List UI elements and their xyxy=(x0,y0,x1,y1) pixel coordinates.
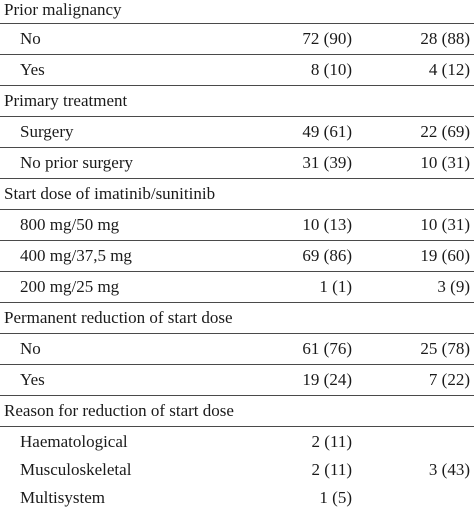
row-divider xyxy=(0,54,474,55)
row-label: Surgery xyxy=(20,122,74,141)
cell-group-1: 19 (24) xyxy=(302,370,352,389)
row-label: Multisystem xyxy=(20,488,106,507)
cell-group-1: 69 (86) xyxy=(302,246,352,265)
cell-group-1: 1 (5) xyxy=(319,488,352,507)
section-title: Primary treatment xyxy=(4,91,128,110)
section-title: Start dose of imatinib/sunitinib xyxy=(4,184,216,203)
section-divider xyxy=(0,85,474,86)
cell-group-1: 72 (90) xyxy=(302,29,352,48)
row-divider xyxy=(0,240,474,241)
row-label: Yes xyxy=(20,60,45,79)
cell-group-2: 19 (60) xyxy=(420,246,470,265)
row-label: Musculoskeletal xyxy=(20,460,132,479)
row-divider xyxy=(0,364,474,365)
cell-group-2: 3 (9) xyxy=(437,277,470,296)
table-row: Yes 19 (24) 7 (22) xyxy=(0,366,474,394)
table-row: Yes 8 (10) 4 (12) xyxy=(0,56,474,84)
row-label: Haematological xyxy=(20,432,128,451)
row-divider xyxy=(0,333,474,334)
row-label: No xyxy=(20,29,41,48)
table-row: No 61 (76) 25 (78) xyxy=(0,335,474,363)
cell-group-2: 28 (88) xyxy=(420,29,470,48)
row-divider xyxy=(0,23,474,24)
cell-group-1: 31 (39) xyxy=(302,153,352,172)
row-label: Yes xyxy=(20,370,45,389)
row-label: 400 mg/37,5 mg xyxy=(20,246,132,265)
table-row: Multisystem 1 (5) xyxy=(0,484,474,512)
section-title: Permanent reduction of start dose xyxy=(4,308,233,327)
cell-group-1: 8 (10) xyxy=(310,60,352,79)
row-divider xyxy=(0,116,474,117)
row-divider xyxy=(0,147,474,148)
table-row: Musculoskeletal 2 (11) 3 (43) xyxy=(0,456,474,484)
row-label: 800 mg/50 mg xyxy=(20,215,120,234)
table-row: Surgery 49 (61) 22 (69) xyxy=(0,118,474,146)
table-row: No 72 (90) 28 (88) xyxy=(0,25,474,53)
section-title: Reason for reduction of start dose xyxy=(4,401,234,420)
section-divider xyxy=(0,302,474,303)
row-divider xyxy=(0,209,474,210)
table-row: No prior surgery 31 (39) 10 (31) xyxy=(0,149,474,177)
section-divider xyxy=(0,178,474,179)
cell-group-2: 7 (22) xyxy=(428,370,470,389)
table-row: 200 mg/25 mg 1 (1) 3 (9) xyxy=(0,273,474,301)
cell-group-2: 22 (69) xyxy=(420,122,470,141)
table-row: 400 mg/37,5 mg 69 (86) 19 (60) xyxy=(0,242,474,270)
section-header-primary-treatment: Primary treatment xyxy=(0,87,474,115)
cell-group-1: 2 (11) xyxy=(311,460,352,479)
cell-group-1: 49 (61) xyxy=(302,122,352,141)
section-header-reduction-reason: Reason for reduction of start dose xyxy=(0,397,474,425)
cell-group-2: 25 (78) xyxy=(420,339,470,358)
table-row: Haematological 2 (11) xyxy=(0,428,474,456)
cell-group-1: 2 (11) xyxy=(311,432,352,451)
section-divider xyxy=(0,395,474,396)
cell-group-2: 3 (43) xyxy=(428,460,470,479)
row-label: No prior surgery xyxy=(20,153,133,172)
section-header-permanent-reduction: Permanent reduction of start dose xyxy=(0,304,474,332)
cell-group-2: 10 (31) xyxy=(420,215,470,234)
row-label: 200 mg/25 mg xyxy=(20,277,120,296)
section-title: Prior malignancy xyxy=(4,0,122,19)
cell-group-2: 10 (31) xyxy=(420,153,470,172)
cell-group-1: 1 (1) xyxy=(319,277,352,296)
cell-group-2: 4 (12) xyxy=(428,60,470,79)
row-label: No xyxy=(20,339,41,358)
section-header-start-dose: Start dose of imatinib/sunitinib xyxy=(0,180,474,208)
cell-group-1: 61 (76) xyxy=(302,339,352,358)
section-header-prior-malignancy: Prior malignancy xyxy=(0,0,474,22)
table-row: 800 mg/50 mg 10 (13) 10 (31) xyxy=(0,211,474,239)
row-divider xyxy=(0,271,474,272)
row-divider xyxy=(0,426,474,427)
cell-group-1: 10 (13) xyxy=(302,215,352,234)
